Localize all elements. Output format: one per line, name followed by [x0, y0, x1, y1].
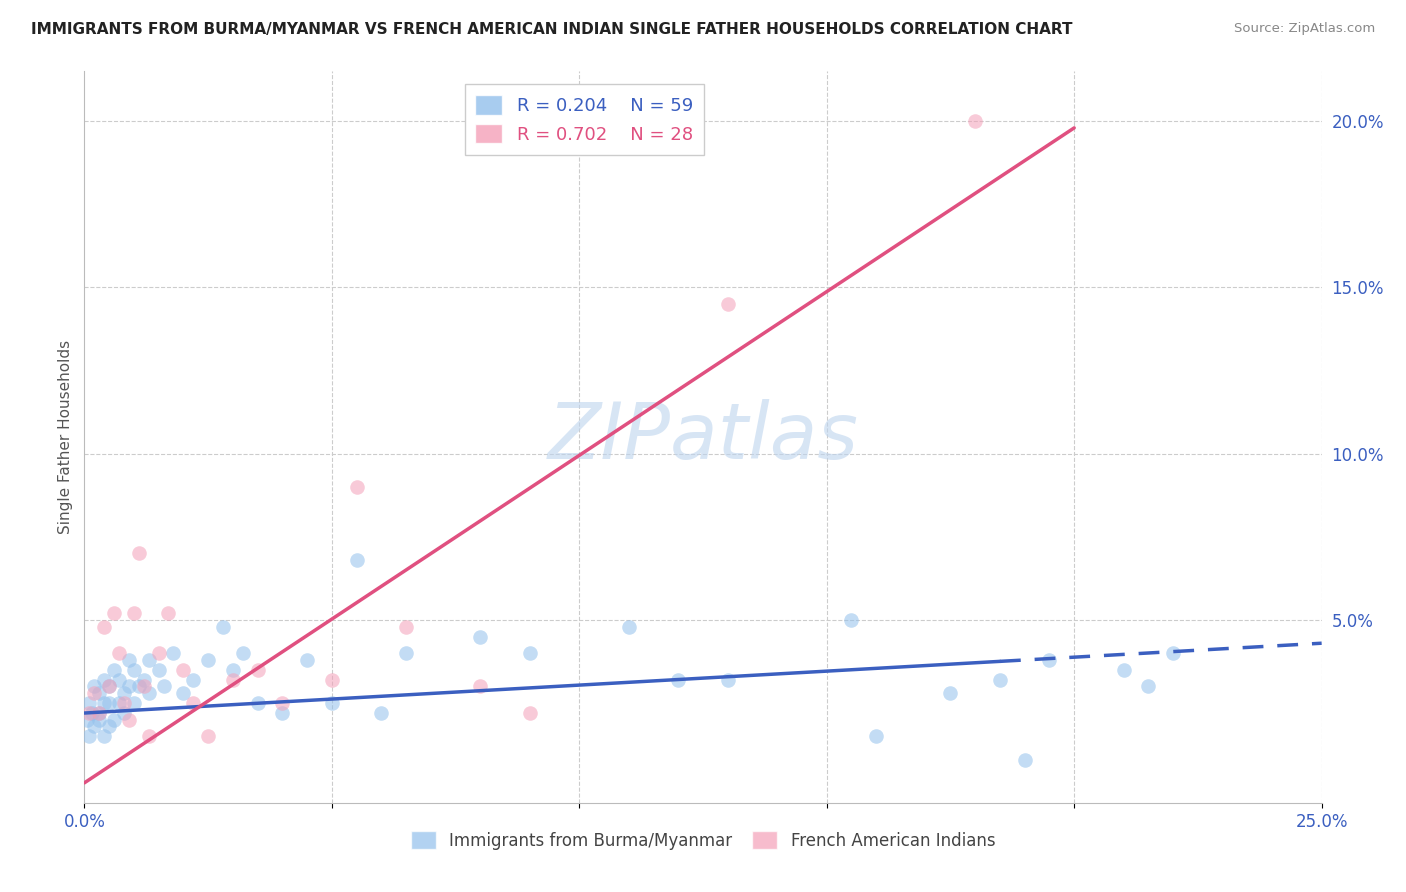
Point [939, 686, 962, 700]
Point [1014, 753, 1036, 767]
Point [988, 673, 1011, 687]
Point [112, 696, 135, 710]
Point [370, 706, 392, 720]
Point [1112, 663, 1135, 677]
Point [395, 619, 418, 633]
Point [79, 729, 101, 743]
Point [103, 663, 125, 677]
Point [118, 713, 141, 727]
Point [841, 613, 863, 627]
Point [93, 729, 115, 743]
Point [321, 696, 343, 710]
Point [103, 607, 125, 621]
Point [212, 619, 235, 633]
Point [617, 619, 640, 633]
Point [197, 653, 219, 667]
Point [222, 673, 245, 687]
Point [246, 696, 269, 710]
Point [321, 673, 343, 687]
Point [83, 719, 105, 733]
Point [1161, 646, 1184, 660]
Point [83, 680, 105, 694]
Point [89, 706, 111, 720]
Text: Source: ZipAtlas.com: Source: ZipAtlas.com [1234, 22, 1375, 36]
Point [93, 696, 115, 710]
Point [80, 706, 103, 720]
Point [1038, 653, 1060, 667]
Point [295, 653, 318, 667]
Point [197, 729, 219, 743]
Point [148, 646, 170, 660]
Point [132, 680, 155, 694]
Point [89, 706, 111, 720]
Point [79, 696, 101, 710]
Point [172, 663, 194, 677]
Point [108, 673, 131, 687]
Text: ZIPatlas: ZIPatlas [547, 399, 859, 475]
Point [122, 607, 145, 621]
Point [965, 114, 987, 128]
Point [98, 680, 121, 694]
Point [865, 729, 887, 743]
Point [76, 713, 98, 727]
Text: IMMIGRANTS FROM BURMA/MYANMAR VS FRENCH AMERICAN INDIAN SINGLE FATHER HOUSEHOLDS: IMMIGRANTS FROM BURMA/MYANMAR VS FRENCH … [31, 22, 1073, 37]
Point [470, 680, 492, 694]
Point [271, 706, 294, 720]
Point [128, 680, 150, 694]
Y-axis label: Single Father Households: Single Father Households [58, 340, 73, 534]
Point [132, 673, 155, 687]
Point [717, 297, 740, 311]
Point [138, 686, 160, 700]
Point [157, 607, 180, 621]
Point [222, 663, 245, 677]
Point [118, 653, 141, 667]
Point [79, 706, 101, 720]
Point [98, 680, 121, 694]
Point [103, 713, 125, 727]
Point [112, 686, 135, 700]
Point [122, 696, 145, 710]
Point [108, 696, 131, 710]
Point [232, 646, 254, 660]
Point [138, 729, 160, 743]
Point [98, 696, 121, 710]
Point [172, 686, 194, 700]
Point [89, 713, 111, 727]
Point [181, 673, 204, 687]
Point [98, 719, 121, 733]
Legend: Immigrants from Burma/Myanmar, French American Indians: Immigrants from Burma/Myanmar, French Am… [404, 824, 1002, 856]
Point [93, 619, 115, 633]
Point [717, 673, 740, 687]
Point [118, 680, 141, 694]
Point [181, 696, 204, 710]
Point [112, 706, 135, 720]
Point [666, 673, 689, 687]
Point [1137, 680, 1160, 694]
Point [83, 686, 105, 700]
Point [162, 646, 184, 660]
Point [271, 696, 294, 710]
Point [246, 663, 269, 677]
Point [346, 480, 368, 494]
Point [122, 663, 145, 677]
Point [519, 646, 541, 660]
Point [93, 673, 115, 687]
Point [89, 686, 111, 700]
Point [519, 706, 541, 720]
Point [346, 553, 368, 567]
Point [470, 630, 492, 644]
Point [128, 546, 150, 560]
Point [138, 653, 160, 667]
Point [395, 646, 418, 660]
Point [152, 680, 174, 694]
Point [148, 663, 170, 677]
Point [108, 646, 131, 660]
